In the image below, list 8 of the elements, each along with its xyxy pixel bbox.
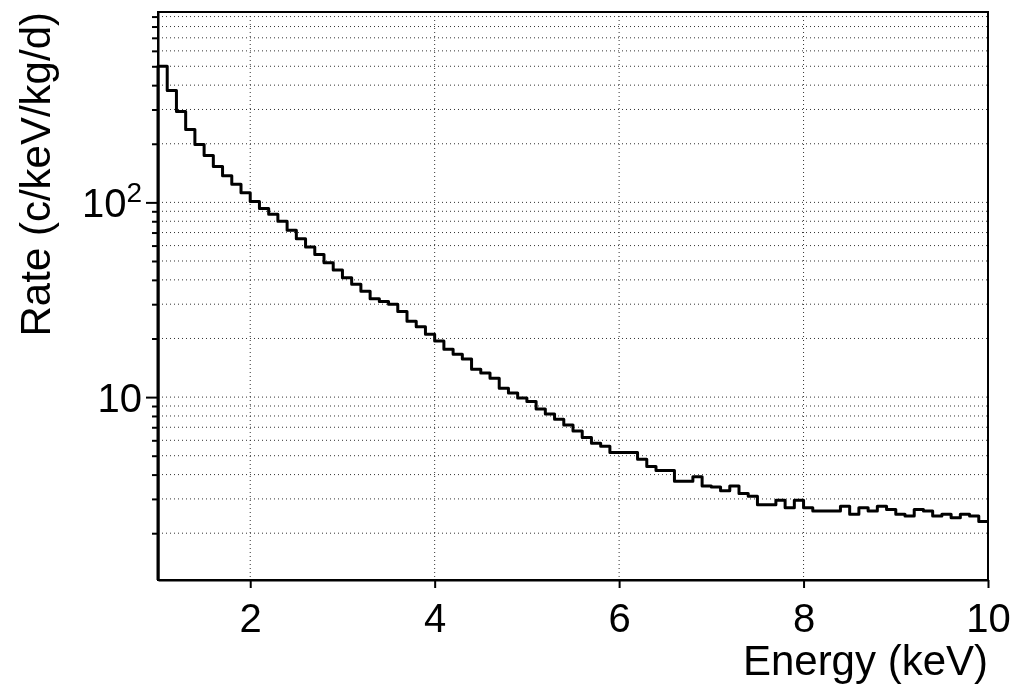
- x-axis-title: Energy (keV): [742, 637, 988, 684]
- y-tick-label: 10$^{2}$: [81, 176, 142, 225]
- x-tick-label: 10: [966, 596, 1011, 640]
- x-tick-label: 6: [608, 596, 631, 640]
- x-tick-label: 8: [792, 596, 816, 640]
- y-axis-title: Rate (c/keV/kg/d): [12, 12, 59, 337]
- x-tick-label: 2: [239, 596, 262, 640]
- x-tick-label: 4: [424, 596, 447, 640]
